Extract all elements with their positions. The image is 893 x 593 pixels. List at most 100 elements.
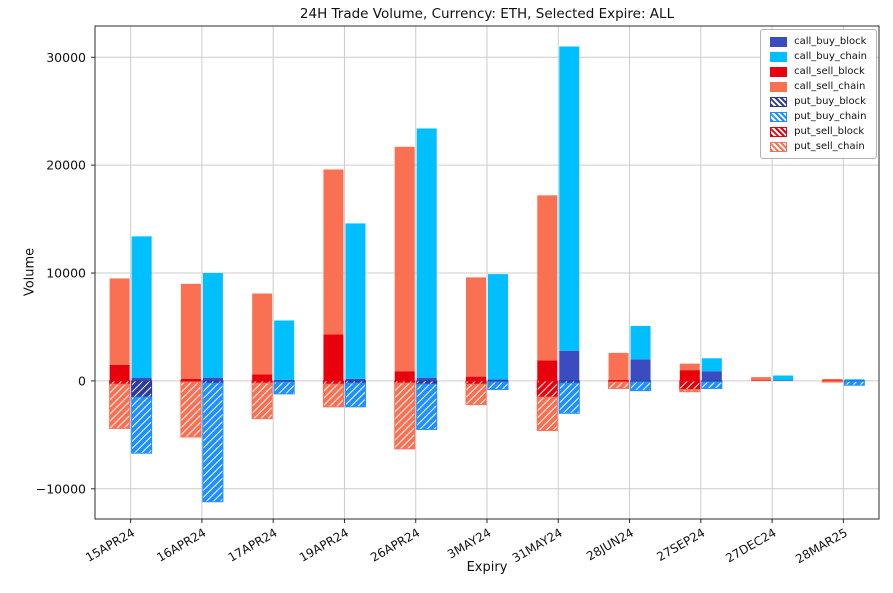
legend-swatch-call_buy_block xyxy=(770,36,788,47)
bar-segment-put_sell_chain xyxy=(180,381,202,438)
x-axis-label: Expiry xyxy=(466,560,508,575)
bar-segment-call_sell_chain xyxy=(323,169,344,335)
bar-segment-call_buy_block xyxy=(630,359,651,381)
bar-segment-call_sell_block xyxy=(109,364,130,381)
legend-swatch-put_buy_chain xyxy=(770,111,788,122)
bar-segment-put_buy_chain xyxy=(843,380,865,386)
bar-segment-put_sell_chain xyxy=(465,383,487,406)
bar-segment-call_sell_chain xyxy=(394,146,415,372)
bar-segment-put_buy_chain xyxy=(701,381,723,389)
bar-segment-call_sell_chain xyxy=(466,277,486,377)
bar-segment-call_buy_chain xyxy=(773,375,794,381)
bar-segment-call_buy_block xyxy=(131,377,152,381)
x-tick-label: 26APR24 xyxy=(368,525,422,564)
y-tick-label: −10000 xyxy=(36,481,86,496)
bar-segment-put_buy_chain xyxy=(416,383,438,430)
bar-segment-put_sell_chain xyxy=(536,396,558,432)
x-tick-label: 15APR24 xyxy=(83,525,137,564)
bar-segment-put_sell_chain xyxy=(394,382,416,450)
legend-item-call_sell_chain: call_sell_chain xyxy=(770,81,867,92)
x-tick-label: 17APR24 xyxy=(226,525,280,564)
bar-segment-call_sell_chain xyxy=(751,377,772,381)
legend-label: put_sell_block xyxy=(794,125,865,137)
bar-segment-put_sell_chain xyxy=(679,389,701,393)
legend-swatch-put_buy_block xyxy=(770,96,788,107)
bar-segment-call_buy_chain xyxy=(345,223,366,379)
chart-legend: call_buy_block call_buy_chain call_sell_bl… xyxy=(760,29,877,159)
bar-segment-call_sell_chain xyxy=(180,283,201,379)
legend-item-put_sell_chain: put_sell_chain xyxy=(770,141,867,152)
legend-label: call_sell_chain xyxy=(794,80,866,92)
bar-segment-put_sell_chain xyxy=(109,383,131,429)
legend-label: call_buy_block xyxy=(794,35,867,47)
bar-segment-call_sell_block xyxy=(608,379,629,381)
legend-swatch-call_sell_block xyxy=(770,66,788,77)
bar-segment-call_sell_chain xyxy=(679,363,700,371)
legend-item-put_sell_block: put_sell_block xyxy=(770,126,867,137)
bar-segment-put_buy_block xyxy=(131,380,153,398)
bar-segment-call_buy_block xyxy=(488,379,508,381)
legend-item-call_buy_chain: call_buy_chain xyxy=(770,51,867,62)
bar-segment-call_buy_block xyxy=(416,377,437,381)
bar-segment-call_sell_chain xyxy=(608,352,629,380)
bar-segment-put_buy_chain xyxy=(344,382,366,408)
bar-segment-put_sell_chain xyxy=(821,380,843,383)
bar-segment-call_sell_chain xyxy=(252,293,273,375)
bar-segment-put_buy_chain xyxy=(630,381,652,392)
bar-segment-call_buy_block xyxy=(701,371,722,381)
x-tick-label: 16APR24 xyxy=(154,525,208,564)
bar-segment-call_sell_block xyxy=(180,378,201,381)
bar-segment-call_sell_chain xyxy=(537,195,558,361)
y-axis-label: Volume xyxy=(22,247,38,297)
legend-label: call_buy_chain xyxy=(794,50,867,62)
chart-title: 24H Trade Volume, Currency: ETH, Selecte… xyxy=(299,6,675,22)
bar-segment-call_buy_block xyxy=(773,380,794,381)
bar-segment-call_buy_chain xyxy=(274,320,295,380)
bar-segment-call_buy_chain xyxy=(488,274,508,380)
bar-segment-put_sell_chain xyxy=(251,382,273,420)
legend-swatch-put_sell_block xyxy=(770,126,788,137)
bar-segment-call_sell_block xyxy=(323,334,344,381)
legend-item-put_buy_block: put_buy_block xyxy=(770,96,867,107)
legend-label: put_buy_block xyxy=(794,95,866,107)
x-tick-label: 3MAY24 xyxy=(445,525,493,561)
y-tick-label: 0 xyxy=(78,373,86,388)
bar-segment-call_sell_block xyxy=(679,370,700,381)
bar-segment-call_sell_block xyxy=(751,380,772,381)
bar-segment-call_buy_chain xyxy=(630,325,651,360)
x-tick-label: 27SEP24 xyxy=(654,525,707,564)
bar-segment-call_buy_block xyxy=(202,377,223,381)
bar-segment-put_sell_block xyxy=(536,380,558,398)
bar-segment-call_buy_block xyxy=(559,350,580,381)
bar-segment-call_buy_block xyxy=(274,379,295,381)
bar-segment-put_sell_chain xyxy=(608,381,630,389)
legend-swatch-call_sell_chain xyxy=(770,81,788,92)
bar-segment-call_sell_block xyxy=(466,376,486,381)
legend-item-call_sell_block: call_sell_block xyxy=(770,66,867,77)
legend-label: put_sell_chain xyxy=(794,140,865,152)
bar-segment-call_sell_chain xyxy=(109,278,130,365)
bar-segment-call_sell_block xyxy=(252,374,273,381)
bar-segment-call_buy_chain xyxy=(559,46,580,351)
y-tick-label: 30000 xyxy=(46,50,86,65)
bar-segment-put_buy_chain xyxy=(131,396,153,454)
x-tick-label: 19APR24 xyxy=(297,525,351,564)
bar-segment-put_sell_chain xyxy=(322,383,344,408)
y-tick-label: 10000 xyxy=(46,266,86,281)
legend-item-put_buy_chain: put_buy_chain xyxy=(770,111,867,122)
bar-segment-call_buy_chain xyxy=(202,273,223,378)
bar-segment-put_buy_chain xyxy=(202,382,224,503)
bar-segment-put_buy_chain xyxy=(273,381,295,395)
legend-item-call_buy_block: call_buy_block xyxy=(770,36,867,47)
bar-segment-put_buy_chain xyxy=(558,382,580,414)
bar-segment-call_buy_chain xyxy=(131,236,152,378)
bar-segment-call_buy_chain xyxy=(844,379,865,381)
bar-segment-call_sell_block xyxy=(537,360,558,381)
legend-swatch-call_buy_chain xyxy=(770,51,788,62)
bar-segment-call_buy_block xyxy=(345,378,366,381)
legend-label: call_sell_block xyxy=(794,65,865,77)
x-tick-label: 28JUN24 xyxy=(584,525,636,563)
bar-segment-call_sell_block xyxy=(394,371,415,381)
